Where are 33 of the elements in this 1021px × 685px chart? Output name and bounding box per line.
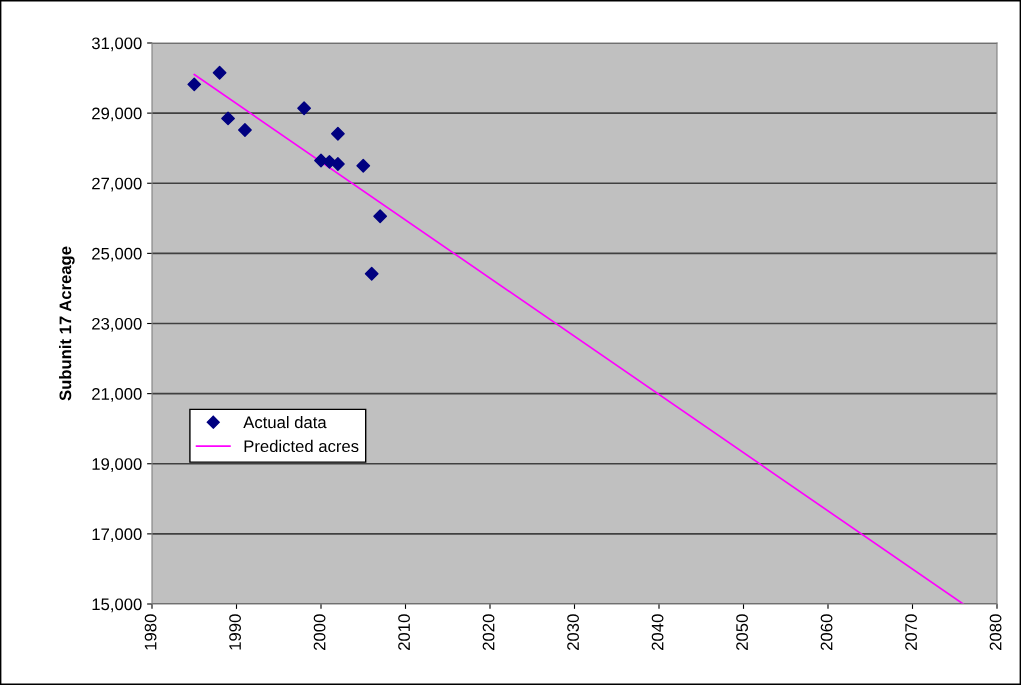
point bbox=[364, 266, 379, 281]
x-tick-label: 2070 bbox=[905, 614, 917, 650]
point bbox=[356, 158, 371, 173]
x-tick-label: 2010 bbox=[398, 614, 410, 650]
y-tick-label: 23,000 bbox=[92, 317, 142, 332]
y-axis-title: Subunit 17 Acreage bbox=[59, 246, 75, 401]
y-tick-label: 29,000 bbox=[92, 107, 142, 122]
y-tick-label: 27,000 bbox=[92, 177, 142, 192]
y-tick-label: 31,000 bbox=[91, 37, 142, 52]
x-tick-label: 2030 bbox=[567, 614, 579, 650]
point bbox=[221, 111, 235, 126]
legend-label: Actual data bbox=[243, 416, 327, 429]
point bbox=[330, 126, 345, 141]
point bbox=[297, 101, 312, 116]
point bbox=[373, 209, 388, 224]
point bbox=[212, 65, 227, 80]
x-tick-label: 2060 bbox=[820, 614, 833, 650]
x-tick-label: 2080 bbox=[989, 614, 1002, 650]
y-tick-label: 19,000 bbox=[92, 458, 142, 472]
x-tick-label: 2020 bbox=[482, 614, 495, 650]
point bbox=[187, 77, 202, 92]
y-tick-label: 17,000 bbox=[92, 528, 142, 543]
x-tick-label: 2000 bbox=[313, 614, 326, 650]
y-tick-label: 25,000 bbox=[92, 247, 142, 262]
x-tick-label: 1990 bbox=[229, 614, 241, 650]
x-tick-label: 1980 bbox=[144, 614, 157, 650]
x-tick-label: 2040 bbox=[651, 614, 664, 650]
legend-label: Predicted acres bbox=[244, 439, 359, 453]
x-tick-label: 2050 bbox=[736, 614, 748, 650]
point bbox=[330, 157, 345, 171]
point bbox=[238, 123, 252, 137]
y-tick-label: 15,000 bbox=[92, 598, 142, 613]
y-tick-label: 21,000 bbox=[92, 388, 142, 402]
